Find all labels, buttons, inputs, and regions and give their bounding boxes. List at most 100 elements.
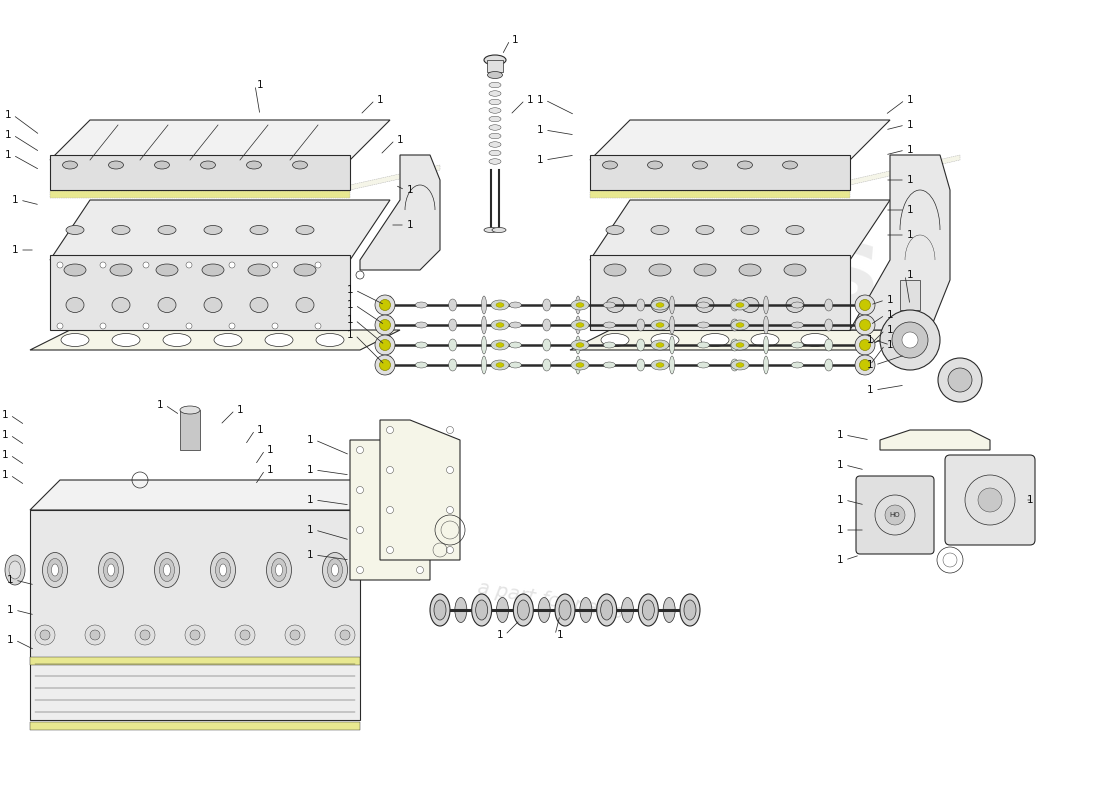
- Ellipse shape: [651, 340, 669, 350]
- Ellipse shape: [482, 356, 486, 374]
- Ellipse shape: [575, 296, 581, 314]
- Ellipse shape: [387, 336, 393, 354]
- Ellipse shape: [858, 336, 862, 354]
- Ellipse shape: [739, 264, 761, 276]
- Ellipse shape: [651, 360, 669, 370]
- Polygon shape: [379, 420, 460, 560]
- Ellipse shape: [732, 300, 749, 310]
- Ellipse shape: [416, 302, 427, 308]
- Ellipse shape: [825, 319, 833, 331]
- Text: 1: 1: [887, 340, 893, 350]
- Ellipse shape: [52, 564, 58, 576]
- Ellipse shape: [490, 150, 500, 156]
- Ellipse shape: [603, 342, 615, 348]
- Polygon shape: [50, 120, 390, 160]
- Ellipse shape: [449, 319, 456, 331]
- Circle shape: [855, 335, 875, 355]
- Text: 1: 1: [7, 575, 13, 585]
- Ellipse shape: [66, 298, 84, 313]
- Ellipse shape: [296, 298, 314, 313]
- Text: 1: 1: [906, 270, 913, 280]
- Ellipse shape: [158, 298, 176, 313]
- Ellipse shape: [825, 339, 833, 351]
- Ellipse shape: [63, 161, 77, 169]
- Circle shape: [938, 358, 982, 402]
- Ellipse shape: [250, 226, 268, 234]
- Circle shape: [874, 495, 915, 535]
- Ellipse shape: [154, 161, 169, 169]
- Text: 1: 1: [7, 635, 13, 645]
- Text: 1: 1: [376, 95, 383, 105]
- Circle shape: [240, 630, 250, 640]
- Ellipse shape: [763, 336, 769, 354]
- Text: 1: 1: [2, 470, 9, 480]
- Ellipse shape: [490, 116, 500, 122]
- Ellipse shape: [571, 360, 588, 370]
- Ellipse shape: [160, 558, 175, 582]
- Text: eS: eS: [757, 234, 883, 326]
- Text: 1: 1: [537, 155, 543, 165]
- Ellipse shape: [517, 600, 529, 620]
- Ellipse shape: [763, 316, 769, 334]
- Ellipse shape: [637, 359, 645, 371]
- Ellipse shape: [490, 142, 500, 147]
- Ellipse shape: [220, 564, 227, 576]
- Ellipse shape: [651, 226, 669, 234]
- Text: 1: 1: [407, 185, 414, 195]
- Ellipse shape: [491, 300, 509, 310]
- Text: 1: 1: [2, 430, 9, 440]
- Ellipse shape: [651, 334, 679, 346]
- Ellipse shape: [416, 322, 427, 328]
- Ellipse shape: [542, 339, 551, 351]
- Ellipse shape: [786, 226, 804, 234]
- Text: 1: 1: [4, 110, 11, 120]
- Circle shape: [143, 323, 148, 329]
- Ellipse shape: [571, 340, 588, 350]
- Ellipse shape: [272, 558, 286, 582]
- Ellipse shape: [571, 320, 588, 330]
- Ellipse shape: [482, 316, 486, 334]
- Text: 1: 1: [2, 410, 9, 420]
- Ellipse shape: [265, 334, 293, 346]
- Ellipse shape: [651, 298, 669, 313]
- Text: 1: 1: [906, 145, 913, 155]
- Ellipse shape: [296, 226, 314, 234]
- Ellipse shape: [858, 296, 862, 314]
- Ellipse shape: [294, 264, 316, 276]
- Ellipse shape: [509, 302, 521, 308]
- Circle shape: [855, 355, 875, 375]
- Circle shape: [978, 488, 1002, 512]
- Circle shape: [100, 323, 106, 329]
- Text: 1: 1: [497, 630, 504, 640]
- Circle shape: [272, 262, 278, 268]
- Text: 1: 1: [307, 495, 314, 505]
- Bar: [30, 657, 360, 665]
- Ellipse shape: [60, 334, 89, 346]
- Ellipse shape: [490, 108, 500, 114]
- Text: 1: 1: [256, 425, 263, 435]
- Ellipse shape: [576, 302, 584, 307]
- Text: 1: 1: [397, 135, 404, 145]
- Text: 1: 1: [2, 450, 9, 460]
- Ellipse shape: [732, 320, 749, 330]
- Ellipse shape: [684, 600, 696, 620]
- Ellipse shape: [491, 340, 509, 350]
- Ellipse shape: [575, 316, 581, 334]
- Ellipse shape: [202, 264, 224, 276]
- Ellipse shape: [110, 264, 132, 276]
- Ellipse shape: [293, 161, 308, 169]
- Polygon shape: [590, 120, 890, 160]
- Ellipse shape: [782, 161, 797, 169]
- Circle shape: [948, 368, 972, 392]
- Ellipse shape: [791, 302, 803, 308]
- Ellipse shape: [387, 356, 393, 374]
- Text: 1: 1: [156, 400, 163, 410]
- Ellipse shape: [670, 336, 674, 354]
- Ellipse shape: [741, 226, 759, 234]
- Text: 1: 1: [4, 130, 11, 140]
- Ellipse shape: [741, 298, 759, 313]
- Polygon shape: [850, 155, 950, 330]
- Ellipse shape: [576, 342, 584, 347]
- Text: 1: 1: [837, 460, 844, 470]
- Text: 1: 1: [346, 300, 353, 310]
